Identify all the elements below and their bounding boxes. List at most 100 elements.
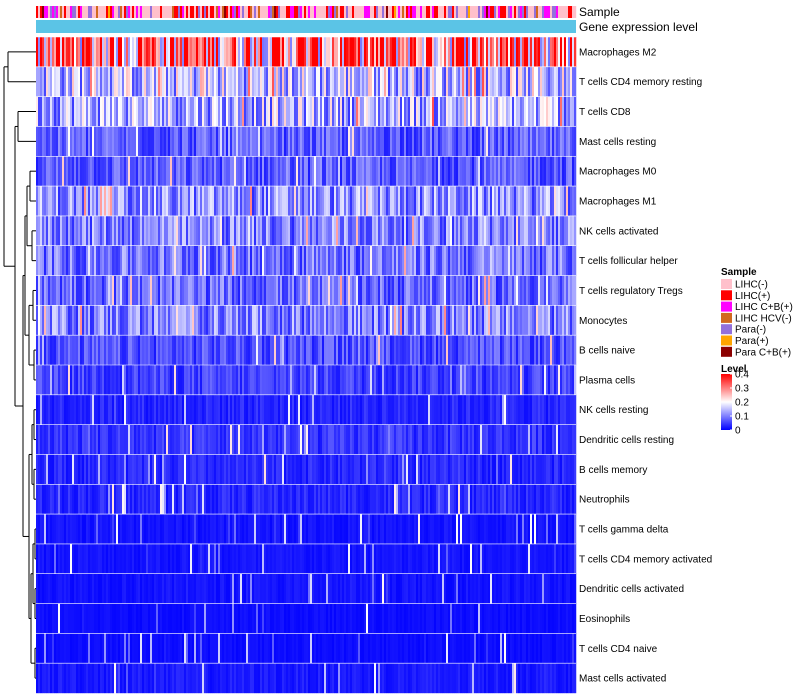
heatmap-cell	[164, 335, 167, 366]
heatmap-cell	[376, 454, 379, 485]
heatmap-cell	[254, 275, 257, 306]
heatmap-cell	[558, 335, 561, 366]
heatmap-cell	[432, 96, 435, 127]
heatmap-cell	[290, 126, 293, 157]
heatmap-cell	[528, 305, 531, 336]
heatmap-cell	[102, 186, 105, 217]
heatmap-cell	[84, 245, 87, 276]
heatmap-cell	[310, 365, 313, 396]
heatmap-cell	[158, 365, 161, 396]
heatmap-cell	[540, 126, 543, 157]
heatmap-cell	[336, 126, 339, 157]
heatmap-cell	[98, 37, 101, 68]
heatmap-cell	[572, 215, 575, 246]
heatmap-cell	[268, 514, 271, 545]
heatmap-cell	[450, 394, 453, 425]
sample-annotation-cell	[222, 6, 225, 18]
heatmap-cell	[426, 275, 429, 306]
heatmap-cell	[340, 454, 343, 485]
heatmap-cell	[482, 215, 485, 246]
heatmap-cell	[216, 365, 219, 396]
sample-annotation-cell	[414, 6, 417, 18]
heatmap-cell	[270, 156, 273, 187]
heatmap-cell	[420, 365, 423, 396]
sample-annotation-cell	[136, 6, 139, 18]
heatmap-cell	[480, 335, 483, 366]
heatmap-cell	[334, 454, 337, 485]
heatmap-cell	[150, 335, 153, 366]
heatmap-cell	[108, 484, 111, 515]
heatmap-cell	[80, 454, 83, 485]
heatmap-cell	[38, 305, 41, 336]
heatmap-cell	[554, 186, 557, 217]
heatmap-cell	[382, 424, 385, 455]
heatmap-cell	[106, 424, 109, 455]
heatmap-cell	[196, 484, 199, 515]
heatmap-cell	[570, 275, 573, 306]
heatmap-cell	[520, 126, 523, 157]
heatmap-cell	[342, 126, 345, 157]
heatmap-cell	[296, 484, 299, 515]
heatmap-cell	[344, 394, 347, 425]
sample-annotation-cell	[332, 6, 335, 18]
heatmap-cell	[480, 96, 483, 127]
heatmap-cell	[380, 305, 383, 336]
heatmap-cell	[42, 215, 45, 246]
heatmap-cell	[294, 484, 297, 515]
heatmap-cell	[46, 186, 49, 217]
heatmap-cell	[448, 96, 451, 127]
heatmap-cell	[548, 514, 551, 545]
heatmap-cell	[128, 365, 131, 396]
heatmap-cell	[516, 66, 519, 97]
heatmap-cell	[138, 394, 141, 425]
heatmap-cell	[538, 156, 541, 187]
heatmap-cell	[194, 245, 197, 276]
heatmap-cell	[452, 66, 455, 97]
heatmap-cell	[294, 514, 297, 545]
heatmap-cell	[556, 394, 559, 425]
heatmap-cell	[402, 305, 405, 336]
heatmap-cell	[108, 215, 111, 246]
heatmap-cell	[160, 96, 163, 127]
heatmap-cell	[514, 186, 517, 217]
heatmap-cell	[88, 454, 91, 485]
heatmap-cell	[232, 335, 235, 366]
heatmap-cell	[118, 275, 121, 306]
sample-annotation-cell	[402, 6, 405, 18]
heatmap-cell	[344, 514, 347, 545]
heatmap-cell	[310, 186, 313, 217]
heatmap-cell	[324, 484, 327, 515]
heatmap-cell	[492, 186, 495, 217]
heatmap-cell	[98, 66, 101, 97]
heatmap-cell	[130, 305, 133, 336]
sample-annotation-cell	[68, 6, 71, 18]
heatmap-cell	[312, 215, 315, 246]
heatmap-cell	[574, 37, 577, 68]
heatmap-cell	[106, 394, 109, 425]
heatmap-cell	[478, 96, 481, 127]
sample-annotation-cell	[286, 6, 289, 18]
heatmap-cell	[156, 454, 159, 485]
heatmap-cell	[164, 245, 167, 276]
heatmap-cell	[378, 514, 381, 545]
heatmap-cell	[306, 484, 309, 515]
heatmap-cell	[364, 96, 367, 127]
heatmap-cell	[482, 514, 485, 545]
heatmap-cell	[56, 156, 59, 187]
heatmap-cell	[132, 66, 135, 97]
heatmap-cell	[70, 215, 73, 246]
heatmap-cell	[510, 394, 513, 425]
heatmap-cell	[266, 484, 269, 515]
heatmap-cell	[366, 96, 369, 127]
heatmap-cell	[146, 335, 149, 366]
heatmap-cell	[44, 543, 47, 574]
heatmap-cell	[140, 335, 143, 366]
heatmap-cell	[298, 156, 301, 187]
heatmap-cell	[380, 394, 383, 425]
heatmap-cell	[370, 365, 373, 396]
heatmap-cell	[440, 245, 443, 276]
heatmap-cell	[306, 156, 309, 187]
heatmap-cell	[470, 335, 473, 366]
heatmap-cell	[174, 126, 177, 157]
heatmap-cell	[154, 37, 157, 68]
